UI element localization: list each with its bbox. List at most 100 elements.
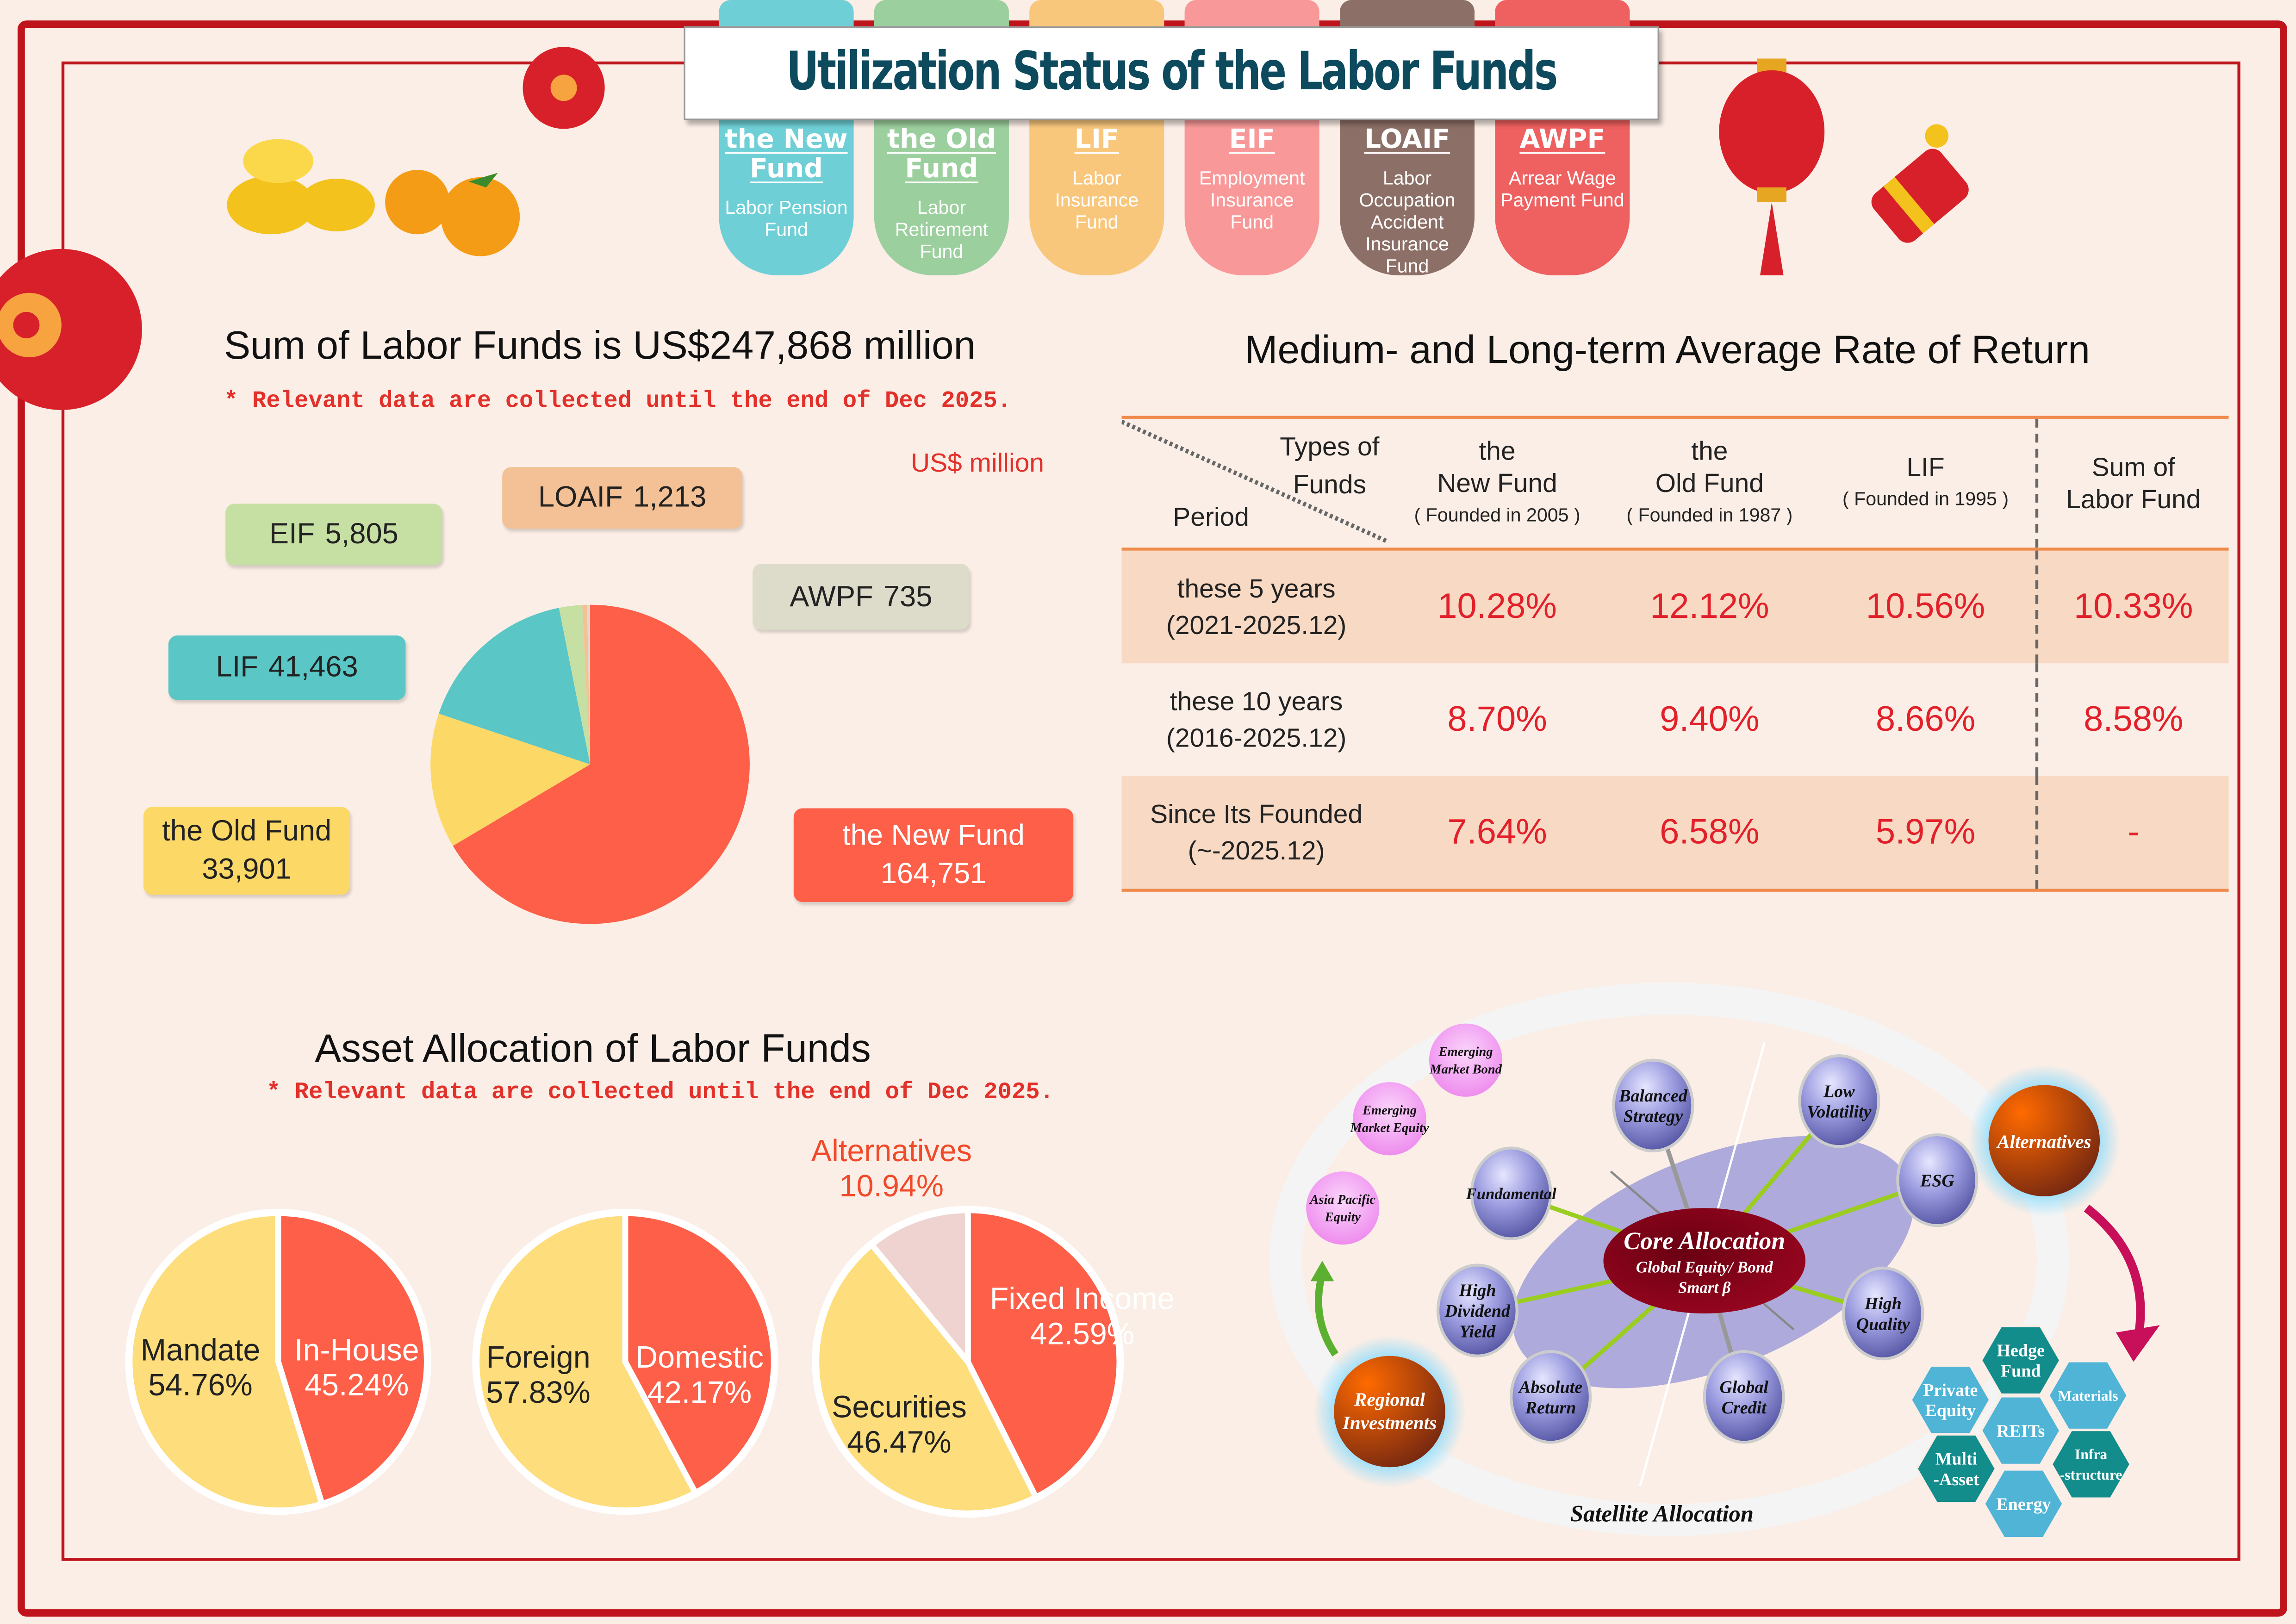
col-l3: ( Founded in 1987 ) (1626, 504, 1793, 526)
sum-note: * Relevant data are collected until the … (224, 388, 1012, 415)
label-fixed-income: Fixed Income 42.59% (990, 1283, 1175, 1353)
col-new-fund: the New Fund ( Founded in 2005 ) (1391, 416, 1604, 551)
unit-label: US$ million (910, 448, 1044, 478)
period-cell: these 5 years (2021-2025.12) (1121, 549, 1391, 664)
value-cell: 8.70% (1447, 699, 1547, 739)
col-l2: Old Fund (1655, 468, 1764, 498)
flower-icon (0, 249, 142, 410)
tab-full-name: Labor Retirement Fund (895, 196, 988, 262)
regional-investments-label: Regional Investments (1342, 1388, 1437, 1433)
regional-label: Asia Pacific Equity (1309, 1193, 1376, 1225)
col-l1: the (1479, 436, 1516, 466)
corner-period: Period (1173, 502, 1249, 532)
slice-value: 42.17% (647, 1376, 752, 1410)
pie-1 (125, 1208, 431, 1515)
strategy-label: Balanced Strategy (1618, 1086, 1688, 1126)
alternatives-label: Alternatives (1996, 1131, 2091, 1152)
regional-label: Emerging Market Equity (1350, 1103, 1429, 1135)
tab-abbr: the Old Fund (887, 124, 996, 185)
value-cell: - (2035, 776, 2229, 892)
col-l3: ( Founded in 2005 ) (1414, 504, 1580, 526)
hex-label: Energy (1996, 1495, 2051, 1514)
core-line2: Smart β (1678, 1279, 1731, 1297)
period-l2: (2016-2025.12) (1166, 722, 1347, 752)
col-l1: the (1691, 436, 1728, 466)
orange-icon (385, 170, 520, 256)
label-value: 41,463 (268, 651, 358, 684)
tab-full-name: Labor Insurance Fund (1055, 167, 1139, 233)
label-text: the New Fund (842, 820, 1025, 852)
core-line1: Global Equity/ Bond (1636, 1258, 1773, 1276)
label-old-fund: the Old Fund 33,901 (143, 807, 350, 895)
pie-slice-the-old-fund (430, 714, 591, 846)
hexagon (1983, 1468, 2065, 1539)
returns-heading: Medium- and Long-term Average Rate of Re… (1244, 328, 2090, 372)
pie-outline (812, 1206, 1124, 1518)
arrow-icon (2084, 1204, 2145, 1341)
hexagon (1980, 1325, 2062, 1396)
hex-label: Multi -Asset (1933, 1450, 1979, 1489)
strategy-node (1470, 1146, 1552, 1240)
regional-node (1306, 1171, 1380, 1245)
period-l1: these 5 years (1177, 573, 1336, 603)
pie-slice-eif (559, 605, 591, 765)
core-title: Core Allocation (1624, 1227, 1785, 1255)
arrowhead-icon (2116, 1325, 2160, 1362)
tab-abbr: the New Fund (725, 124, 848, 185)
gold-ingot-icon (227, 139, 375, 235)
label-awpf: AWPF 735 (753, 564, 970, 630)
slice-name: Foreign (486, 1341, 591, 1375)
strategy-label: Low Volatility (1807, 1082, 1871, 1121)
satellite-ring (1269, 982, 2069, 1536)
label-lif: LIF 41,463 (168, 635, 406, 700)
table-row: Since Its Founded (~-2025.12) 7.64% 6.58%… (1121, 776, 2229, 892)
green-arrow-icon (1315, 1273, 1339, 1357)
tab-abbr: EIF (1229, 124, 1275, 156)
slice-value: 10.94% (839, 1170, 944, 1204)
label-new-fund: the New Fund 164,751 (793, 808, 1074, 902)
strategy-node (1612, 1058, 1694, 1152)
lantern-icon (1719, 58, 1825, 275)
tab-full-name: Labor Pension Fund (725, 196, 848, 240)
hexagon (1915, 1433, 1997, 1504)
value-cell: 12.12% (1603, 549, 1816, 664)
slice-name: Domestic (635, 1341, 764, 1375)
hex-label: Private Equity (1923, 1381, 1978, 1420)
value-cell: 10.33% (2035, 549, 2229, 664)
period-cell: Since Its Founded (~-2025.12) (1121, 776, 1391, 892)
strategy-node (1436, 1263, 1518, 1357)
value-cell: 8.58% (2035, 663, 2229, 776)
hex-label: Hedge Fund (1997, 1341, 2045, 1381)
value-cell: 7.64% (1391, 776, 1604, 892)
label-text: AWPF (790, 580, 873, 613)
strategy-node (1896, 1133, 1979, 1227)
slice-value: 57.83% (486, 1376, 591, 1410)
strategy-node (1509, 1350, 1592, 1444)
regional-label: Emerging Market Bond (1429, 1045, 1502, 1077)
label-securities: Securities 46.47% (832, 1391, 967, 1462)
col-l2: New Fund (1437, 468, 1557, 498)
strategy-node (1703, 1350, 1785, 1444)
slice-name: Securities (832, 1391, 967, 1425)
label-text: EIF (269, 518, 315, 551)
returns-table: Types of Funds Period the New Fund( Founde… (1121, 416, 2229, 892)
strategy-label: Fundamental (1465, 1185, 1556, 1203)
col-l1: Sum of (2091, 452, 2176, 482)
satellite-allocation-label: Satellite Allocation (1570, 1500, 1754, 1526)
allocation-note: * Relevant data are collected until the … (266, 1079, 1054, 1106)
value-cell: 6.58% (1603, 776, 1816, 892)
tab-full-name: Arrear Wage Payment Fund (1500, 167, 1624, 211)
page-title: Utilization Status of the Labor Funds (786, 42, 1558, 103)
col-lif: LIF ( Founded in 1995 ) (1816, 416, 2037, 551)
strategy-node (1842, 1266, 1924, 1361)
green-arrowhead-icon (1310, 1261, 1334, 1282)
regional-investments-node (1334, 1356, 1445, 1468)
tab-full-name: Employment Insurance Fund (1199, 167, 1305, 233)
hex-label: Materials (2058, 1388, 2118, 1404)
value-cell: 9.40% (1660, 699, 1760, 739)
label-in-house: In-House 45.24% (294, 1334, 419, 1404)
corner-funds-text: Funds (1293, 470, 1367, 499)
